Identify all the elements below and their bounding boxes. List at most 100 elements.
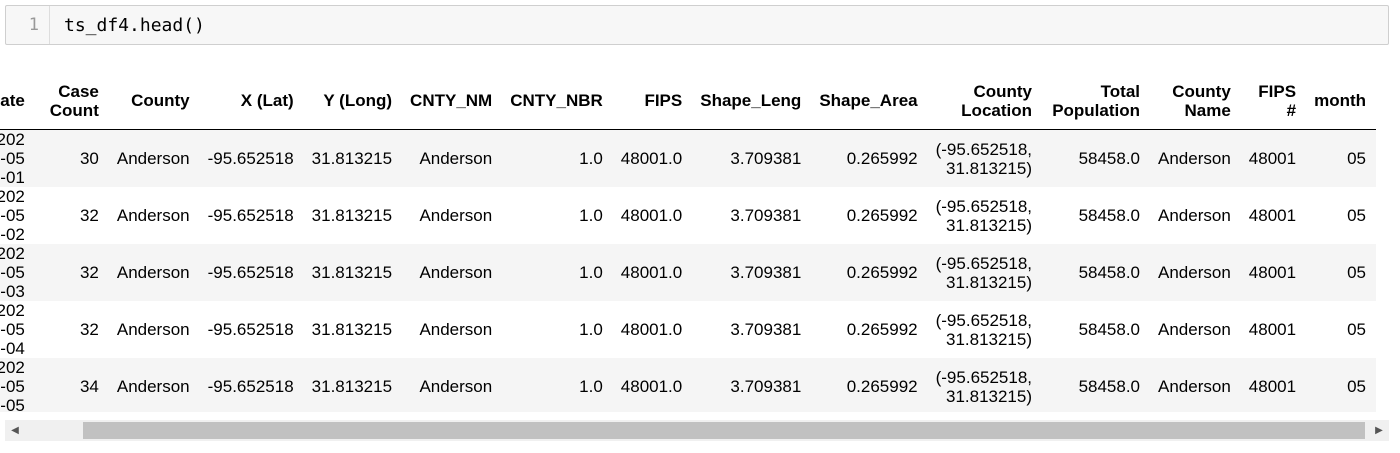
column-header: Total Population: [1042, 72, 1151, 130]
table-cell: 2020-05-03: [0, 244, 35, 301]
table-cell: 31.813215: [303, 129, 403, 187]
table-cell: 0.265992: [811, 129, 928, 187]
dataframe-table: Date Case Count County X (Lat) Y (Long) …: [0, 72, 1377, 412]
table-cell: (-95.652518, 31.813215): [935, 196, 1033, 235]
table-cell: Anderson: [108, 129, 200, 187]
table-cell: Anderson: [1150, 129, 1241, 187]
table-cell: 48001.0: [620, 206, 683, 225]
table-cell: Anderson: [1150, 358, 1241, 412]
table-cell: Anderson: [402, 244, 503, 301]
table-cell: 32: [79, 320, 99, 339]
table-cell: 58458.0: [1042, 244, 1151, 301]
table-cell: 48001: [1248, 320, 1297, 339]
table-cell: 48001: [1248, 206, 1297, 225]
triangle-right-icon[interactable]: ▶: [1375, 425, 1383, 436]
column-header: Date: [0, 72, 35, 130]
table-cell: 05: [1306, 358, 1377, 412]
column-header: FIPS #: [1240, 72, 1307, 130]
table-cell: -95.652518: [199, 358, 304, 412]
table-cell: 05: [1306, 244, 1377, 301]
table-cell: 48001: [1240, 129, 1307, 187]
table-cell: 3.709381: [730, 320, 802, 339]
table-cell: Anderson: [1158, 320, 1231, 339]
column-header: X (Lat): [199, 72, 304, 130]
table-cell: (-95.652518, 31.813215): [935, 310, 1033, 349]
table-cell: 0.265992: [811, 244, 928, 301]
table-cell: Anderson: [402, 358, 503, 412]
table-cell: 0.265992: [846, 320, 918, 339]
table-cell: 31.813215: [303, 244, 403, 301]
table-cell: 48001: [1240, 244, 1307, 301]
table-cell: 0.265992: [846, 206, 918, 225]
column-header: County Name: [1150, 72, 1241, 130]
column-header: County Location: [927, 72, 1043, 130]
table-cell: 58458.0: [1042, 358, 1151, 412]
table-row: 2020-05-04 32 Anderson -95.652518 31.813215 A…: [0, 301, 1376, 358]
table-cell: 2020-05-05: [0, 358, 35, 412]
table-cell: Anderson: [108, 358, 200, 412]
table-cell: 31.813215: [311, 206, 393, 225]
table-cell: 1.0: [502, 358, 613, 412]
table-cell: 58458.0: [1078, 320, 1141, 339]
table-cell: 34: [34, 358, 109, 412]
table-cell: Anderson: [116, 320, 190, 339]
table-cell: 30: [34, 129, 109, 187]
table-cell: 2020-05-01: [0, 129, 35, 187]
table-cell: 48001.0: [612, 244, 693, 301]
table-cell: 2020-05-04: [0, 301, 25, 358]
table-row: 2020-05-02 32 Anderson -95.652518 31.813215 A…: [0, 187, 1376, 244]
table-cell: Anderson: [108, 244, 200, 301]
column-header: Y (Long): [303, 72, 403, 130]
table-cell: 2020-05-02: [0, 187, 25, 244]
table-cell: 48001.0: [612, 358, 693, 412]
table-cell: 3.709381: [692, 129, 812, 187]
table-cell: (-95.652518, 31.813215): [927, 358, 1043, 412]
table-cell: -95.652518: [207, 206, 294, 225]
table-row: 2020-05-0534Anderson-95.65251831.813215A…: [0, 358, 1377, 412]
table-cell: 05: [1347, 206, 1367, 225]
code-text[interactable]: ts_df4.head(): [64, 14, 205, 36]
column-header: Case Count: [34, 72, 109, 130]
table-cell: 48001.0: [612, 129, 693, 187]
horizontal-scrollbar[interactable]: ◀ ▶: [5, 420, 1389, 441]
column-header: County: [108, 72, 200, 130]
table-cell: -95.652518: [207, 320, 294, 339]
table-cell: (-95.652518, 31.813215): [927, 129, 1043, 187]
table-cell: Anderson: [1150, 244, 1241, 301]
column-header: month: [1306, 72, 1377, 130]
table-cell: 32: [79, 206, 99, 225]
table-cell: Anderson: [116, 206, 190, 225]
table-cell: Anderson: [402, 129, 503, 187]
table-cell: 05: [1306, 129, 1377, 187]
table-cell: 1.0: [502, 129, 613, 187]
table-cell: 1.0: [502, 244, 613, 301]
table-cell: 58458.0: [1042, 129, 1151, 187]
output-area: Date Case Count County X (Lat) Y (Long) …: [0, 72, 1400, 412]
table-cell: 31.813215: [303, 358, 403, 412]
table-cell: 31.813215: [311, 320, 393, 339]
table-cell: 3.709381: [692, 358, 812, 412]
table-cell: Anderson: [419, 206, 493, 225]
table-cell: 05: [1347, 320, 1367, 339]
line-number: 1: [6, 6, 50, 44]
table-cell: 58458.0: [1078, 206, 1141, 225]
code-input-cell[interactable]: 1 ts_df4.head(): [5, 5, 1389, 45]
table-cell: 48001: [1240, 358, 1307, 412]
scrollbar-thumb[interactable]: [83, 422, 1365, 439]
column-header: CNTY_NM: [402, 72, 503, 130]
column-header: Shape_Area: [811, 72, 928, 130]
column-header: FIPS: [612, 72, 693, 130]
table-cell: 3.709381: [692, 244, 812, 301]
table-cell: 48001.0: [620, 320, 683, 339]
table-cell: Anderson: [1158, 206, 1231, 225]
column-header: Shape_Leng: [692, 72, 812, 130]
triangle-left-icon[interactable]: ◀: [11, 425, 19, 436]
table-cell: Anderson: [419, 320, 493, 339]
table-cell: 0.265992: [811, 358, 928, 412]
table-cell: 1.0: [579, 206, 603, 225]
header-row: Date Case Count County X (Lat) Y (Long) …: [0, 72, 1377, 130]
column-header: CNTY_NBR: [502, 72, 613, 130]
table-row: 2020-05-0332Anderson-95.65251831.813215A…: [0, 244, 1377, 301]
table-cell: 3.709381: [730, 206, 802, 225]
table-cell: -95.652518: [199, 129, 304, 187]
